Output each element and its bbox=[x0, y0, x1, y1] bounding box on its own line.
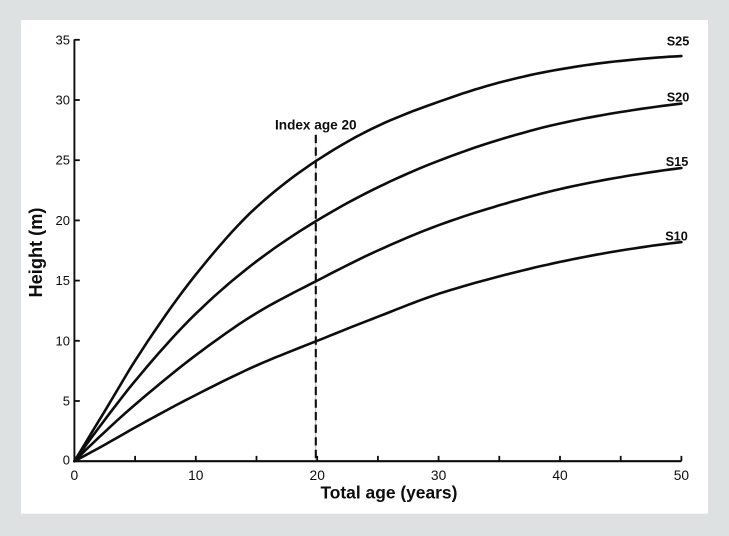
svg-text:10: 10 bbox=[188, 468, 204, 483]
svg-text:S15: S15 bbox=[666, 155, 689, 169]
svg-text:30: 30 bbox=[56, 93, 70, 108]
svg-text:Height (m): Height (m) bbox=[26, 208, 46, 298]
svg-text:40: 40 bbox=[552, 468, 568, 483]
svg-text:0: 0 bbox=[71, 468, 79, 483]
svg-text:Total age (years): Total age (years) bbox=[320, 483, 457, 503]
svg-text:S25: S25 bbox=[667, 35, 690, 49]
svg-text:S10: S10 bbox=[665, 230, 688, 244]
svg-text:25: 25 bbox=[56, 153, 70, 168]
svg-text:50: 50 bbox=[674, 468, 690, 483]
svg-text:30: 30 bbox=[431, 468, 447, 483]
svg-text:0: 0 bbox=[63, 452, 70, 467]
svg-text:20: 20 bbox=[56, 213, 70, 228]
svg-text:35: 35 bbox=[56, 32, 70, 47]
svg-text:5: 5 bbox=[63, 394, 70, 409]
svg-text:Index age 20: Index age 20 bbox=[275, 118, 357, 133]
svg-text:10: 10 bbox=[56, 333, 70, 348]
svg-text:15: 15 bbox=[56, 273, 70, 288]
svg-text:20: 20 bbox=[310, 468, 326, 483]
svg-text:S20: S20 bbox=[667, 91, 690, 105]
